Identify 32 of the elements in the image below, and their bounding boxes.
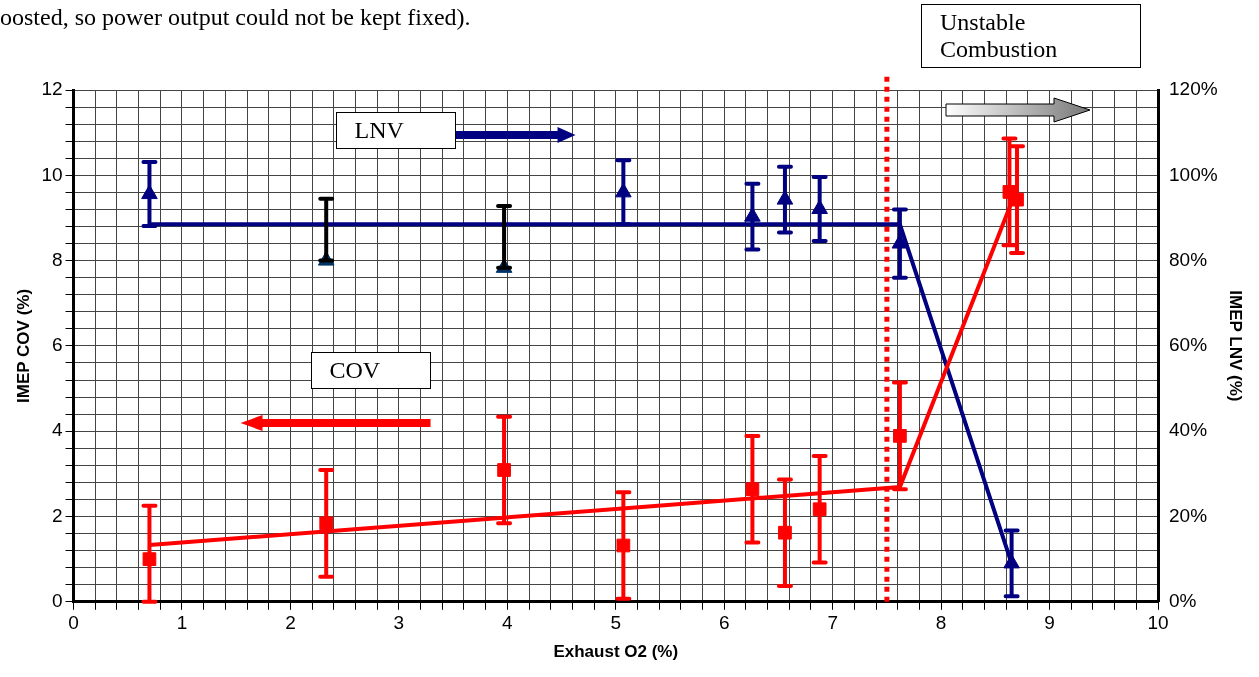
- x-tick-label: 3: [393, 612, 405, 634]
- y-tick-label: 0: [51, 590, 63, 612]
- y2-tick-label: 0%: [1169, 590, 1197, 612]
- y-tick-label: 2: [51, 504, 63, 526]
- y2-tick-label: 60%: [1169, 334, 1208, 356]
- x-tick-label: 8: [935, 612, 947, 634]
- x-tick-label: 2: [285, 612, 296, 634]
- y-tick-label: 12: [41, 78, 63, 100]
- x-tick-label: 9: [1044, 612, 1055, 634]
- x-tick-label: 6: [718, 612, 730, 634]
- y2-tick-label: 20%: [1169, 504, 1208, 526]
- x-tick-label: 10: [1147, 612, 1169, 634]
- x-tick-label: 7: [827, 612, 838, 634]
- x-tick-label: 0: [68, 612, 79, 634]
- y-axis-title: IMEP COV (%): [13, 288, 33, 403]
- x-tick-label: 1: [176, 612, 188, 634]
- y-tick-label: 10: [41, 163, 63, 185]
- x-tick-label: 4: [502, 612, 514, 634]
- y2-axis-title: IMEP LNV (%): [1226, 290, 1246, 402]
- y2-tick-label: 100%: [1169, 163, 1218, 185]
- y2-tick-label: 40%: [1169, 419, 1208, 441]
- y-tick-label: 4: [51, 419, 63, 441]
- y-tick-label: 8: [51, 248, 63, 270]
- annotation: COV: [310, 352, 431, 389]
- annotation: LNV: [335, 112, 456, 149]
- text: Unstable Combustion: [921, 4, 1141, 68]
- y-tick-label: 6: [51, 334, 63, 356]
- y2-tick-label: 120%: [1169, 78, 1218, 100]
- x-axis-title: Exhaust O2 (%): [553, 642, 679, 662]
- y2-tick-label: 80%: [1169, 248, 1208, 270]
- text: oosted, so power output could not be kept fixed).: [0, 4, 471, 31]
- x-tick-label: 5: [610, 612, 622, 634]
